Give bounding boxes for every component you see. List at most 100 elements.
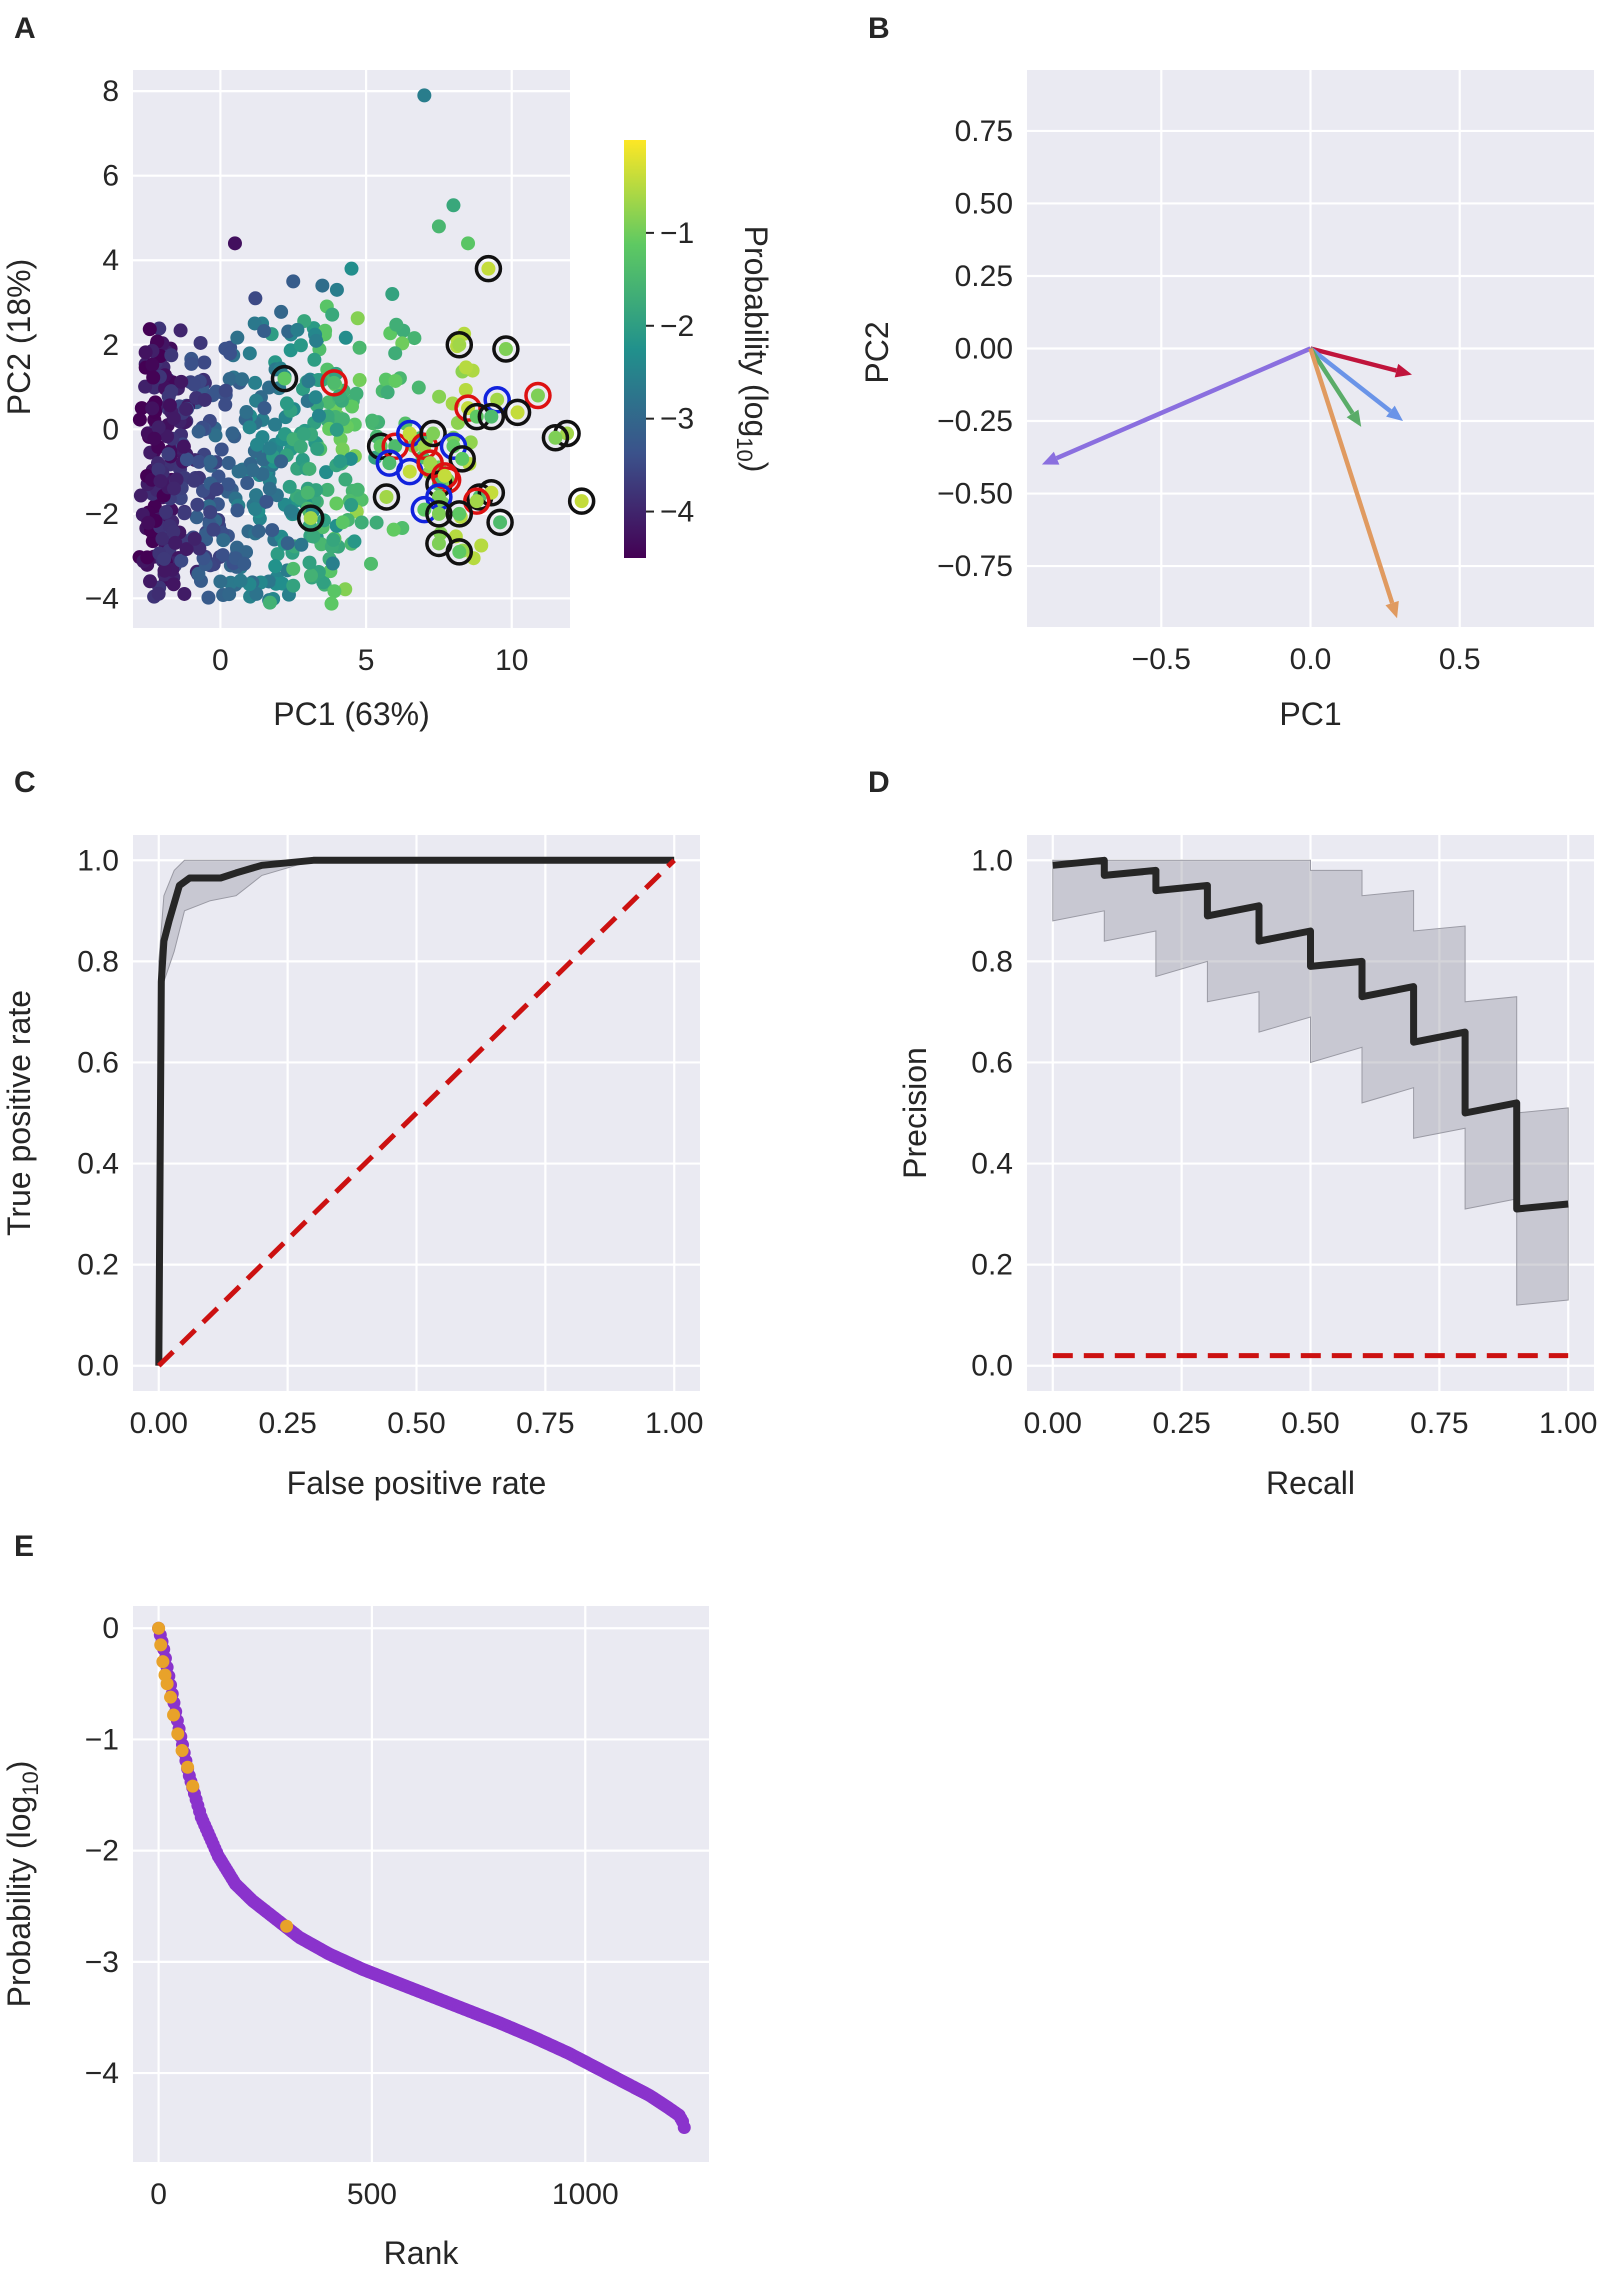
y-axis-label: PC2 (18%) <box>1 259 37 416</box>
data-point <box>237 556 252 571</box>
data-point <box>280 536 295 551</box>
y-tick-label: 0.6 <box>77 1046 119 1079</box>
x-tick-label: 0.25 <box>1152 1407 1210 1440</box>
loading-vectors <box>1041 346 1412 619</box>
data-point <box>146 370 161 385</box>
data-point <box>190 497 205 512</box>
loading-vector <box>1055 346 1312 461</box>
data-point <box>279 396 294 411</box>
panel-label-e: E <box>14 1530 34 1563</box>
circled-point-ring <box>463 487 491 515</box>
data-point <box>206 522 221 537</box>
data-point <box>133 488 148 503</box>
data-point <box>247 316 262 331</box>
x-tick-label: 0 <box>150 2178 167 2211</box>
highlighted-point <box>152 1621 166 1635</box>
panel-c-roc-curve: 0.00 0.25 0.50 0.75 1.00 0.0 0.2 0.4 0.6 0.8 1.0 Fa… <box>1 835 703 1501</box>
circled-point-fill <box>277 371 292 386</box>
y-tick-label: 0.8 <box>971 945 1013 978</box>
data-point <box>235 372 250 387</box>
data-point <box>338 582 353 597</box>
data-point <box>141 515 156 530</box>
circled-point-fill <box>431 489 446 504</box>
y-axis-label: Probability (log10) <box>1 1761 43 2008</box>
loading-vector <box>1308 347 1395 604</box>
highlighted-point <box>167 1708 181 1722</box>
data-point <box>174 374 189 389</box>
data-point <box>222 372 237 387</box>
data-point <box>270 547 285 562</box>
data-point <box>184 356 199 371</box>
panel-label-b: B <box>868 12 890 45</box>
data-point <box>311 408 326 423</box>
data-point <box>344 498 359 513</box>
data-point <box>193 335 208 350</box>
y-tick-label: 0.2 <box>77 1249 119 1282</box>
data-point <box>161 447 176 462</box>
data-point <box>191 424 206 439</box>
data-point <box>166 411 181 426</box>
data-point <box>474 538 489 553</box>
data-point <box>159 505 174 520</box>
colorbar-tick-label: −1 <box>660 217 694 250</box>
x-axis-label: Rank <box>384 2235 460 2271</box>
y-tick-label: 2 <box>102 329 119 362</box>
x-axis-label: Recall <box>1266 1465 1355 1501</box>
data-point <box>286 578 301 593</box>
circled-point-ring <box>474 254 503 283</box>
data-point <box>187 377 202 392</box>
x-tick-label: 500 <box>347 2178 397 2211</box>
y-tick-label: 0.0 <box>77 1350 119 1383</box>
y-tick-label: 0.8 <box>77 945 119 978</box>
highlighted-point <box>160 1677 174 1691</box>
data-point <box>132 412 147 427</box>
data-point <box>388 373 403 388</box>
data-point <box>218 383 233 398</box>
data-point <box>432 389 447 404</box>
circled-point-fill <box>327 375 342 390</box>
data-point <box>431 219 446 234</box>
data-point <box>174 553 189 568</box>
circled-point-ring <box>483 385 511 414</box>
data-point <box>259 494 274 509</box>
vector-arrowhead <box>1386 405 1404 422</box>
data-point <box>411 380 426 395</box>
data-point <box>343 451 358 466</box>
data-point <box>380 385 395 400</box>
data-point <box>157 551 172 566</box>
data-point <box>268 559 283 574</box>
y-tick-label: 0.0 <box>971 1350 1013 1383</box>
circled-point-ring <box>541 424 570 452</box>
data-point <box>350 482 365 497</box>
data-point <box>142 322 157 337</box>
highlighted-point <box>154 1638 168 1652</box>
vector-arrowhead <box>1385 600 1399 619</box>
circled-point-fill <box>548 430 563 445</box>
data-point <box>233 464 248 479</box>
highlighted-point <box>175 1744 189 1758</box>
data-point <box>208 428 223 443</box>
data-point <box>227 236 242 251</box>
data-point <box>201 590 216 605</box>
circled-point-ring <box>448 445 476 473</box>
data-point <box>187 531 202 546</box>
data-point <box>262 441 277 456</box>
data-point <box>216 533 231 548</box>
y-tick-label: 4 <box>102 244 119 277</box>
circled-point-ring <box>320 369 348 397</box>
data-point <box>325 556 340 571</box>
data-point <box>344 261 359 276</box>
circled-point-ring <box>425 500 453 528</box>
y-tick-label: 6 <box>102 160 119 193</box>
data-point <box>300 485 315 500</box>
circled-point-ring <box>445 538 474 566</box>
data-point <box>245 463 260 478</box>
data-point <box>389 317 404 332</box>
y-tick-label: 0.4 <box>77 1148 119 1181</box>
vector-arrowhead <box>1346 409 1362 427</box>
data-point <box>248 291 263 306</box>
circled-point-fill <box>382 456 397 471</box>
data-point <box>191 566 206 581</box>
data-point <box>179 402 194 417</box>
baseline-line <box>157 858 676 1368</box>
